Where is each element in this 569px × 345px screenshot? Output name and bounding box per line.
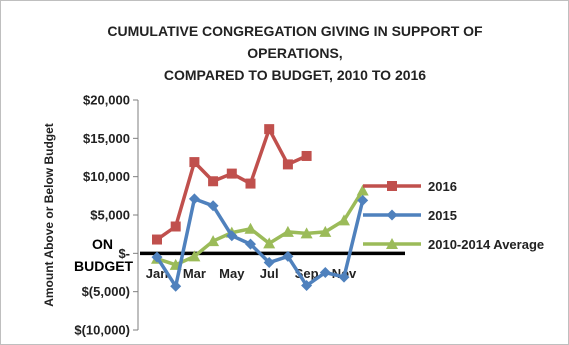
x-tick-label: May <box>219 266 245 281</box>
data-point <box>188 250 201 262</box>
data-point <box>152 234 162 245</box>
x-tick-label: Jul <box>260 266 279 281</box>
y-tick-label: $(10,000) <box>74 323 130 338</box>
data-point <box>207 235 220 247</box>
on-budget-label-line-1: ON <box>92 236 113 252</box>
data-point <box>264 124 275 135</box>
data-point <box>282 250 294 262</box>
y-tick-label: $20,000 <box>83 93 130 108</box>
y-tick-label: $5,000 <box>90 208 130 223</box>
chart-title-line-1: CUMULATIVE CONGREGATION GIVING IN SUPPOR… <box>107 23 483 39</box>
data-point <box>263 257 275 269</box>
legend-marker <box>387 181 397 191</box>
data-point <box>319 225 332 237</box>
data-point <box>282 159 293 170</box>
data-point <box>188 193 200 205</box>
x-tick-label: Mar <box>183 266 206 281</box>
data-point <box>357 194 369 206</box>
data-point <box>170 280 182 292</box>
data-point <box>319 267 331 278</box>
data-point <box>356 184 369 196</box>
chart-title: CUMULATIVE CONGREGATION GIVING IN SUPPOR… <box>40 20 550 86</box>
data-point <box>245 238 256 250</box>
x-tick-label: Jan <box>146 266 168 281</box>
y-tick-label: $10,000 <box>83 169 130 184</box>
data-point <box>338 271 350 283</box>
legend-label: 2016 <box>428 179 457 194</box>
legend-marker <box>386 238 398 249</box>
data-point <box>244 222 257 234</box>
y-tick-label: $15,000 <box>83 131 130 146</box>
data-point <box>301 150 312 161</box>
y-tick-label: $- <box>118 246 130 261</box>
data-point <box>189 157 200 168</box>
legend-label: 2015 <box>428 208 457 223</box>
data-point <box>170 221 181 232</box>
data-point <box>226 230 238 242</box>
data-point <box>207 200 219 212</box>
chart-title-line-2: OPERATIONS, <box>247 45 343 61</box>
data-point <box>281 225 294 237</box>
data-point <box>300 227 313 239</box>
chart-title-line-3: COMPARED TO BUDGET, 2010 TO 2016 <box>163 67 427 83</box>
data-point <box>301 280 313 292</box>
data-point <box>151 251 163 263</box>
data-point <box>226 168 237 179</box>
legend-label: 2010-2014 Average <box>428 237 544 252</box>
on-budget-label-line-2: BUDGET <box>74 258 134 274</box>
y-tick-label: $(5,000) <box>82 284 130 299</box>
data-point <box>208 176 219 187</box>
data-point <box>338 214 350 226</box>
legend-marker <box>386 209 398 221</box>
data-point <box>245 178 256 189</box>
data-point <box>263 237 276 249</box>
